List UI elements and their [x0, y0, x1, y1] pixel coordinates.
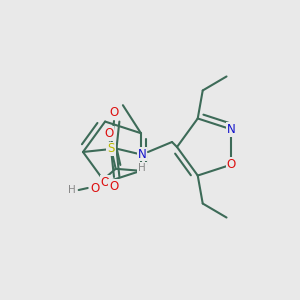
Text: O: O [110, 106, 118, 118]
Text: O: O [110, 179, 118, 193]
Text: O: O [104, 127, 113, 140]
Text: N: N [227, 123, 236, 136]
Text: H: H [138, 163, 146, 173]
Text: O: O [100, 176, 110, 189]
Text: N: N [138, 148, 146, 160]
Text: O: O [226, 158, 236, 171]
Text: O: O [90, 182, 99, 194]
Text: H: H [68, 185, 76, 195]
Text: S: S [107, 142, 115, 155]
